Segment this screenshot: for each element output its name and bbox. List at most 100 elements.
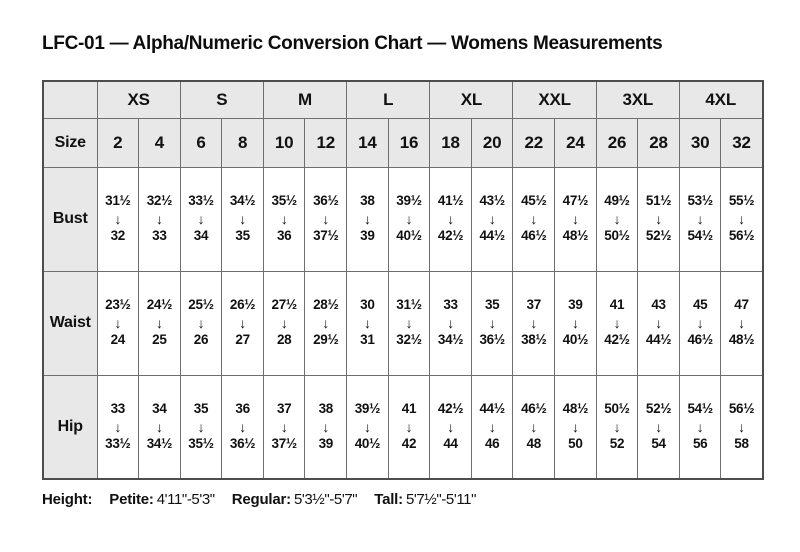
bust-size-26: 49½ ↓ 50½ xyxy=(595,166,639,272)
waist-to: 29½ xyxy=(313,332,339,348)
bust-to: 44½ xyxy=(479,228,505,244)
down-arrow-icon: ↓ xyxy=(530,418,538,435)
waist-size-26: 41 ↓ 42½ xyxy=(595,270,639,376)
down-arrow-icon: ↓ xyxy=(613,210,621,227)
down-arrow-icon: ↓ xyxy=(572,314,579,331)
height-note: Height: Petite: 4'11"-5'3" Regular: 5'3½"-5'… xyxy=(42,491,476,508)
bust-to: 32 xyxy=(110,228,126,244)
waist-from: 28½ xyxy=(313,297,339,313)
hip-to: 56 xyxy=(692,435,708,451)
hip-from: 39½ xyxy=(354,400,381,416)
hip-from: 38 xyxy=(318,400,334,416)
size-30: 30 xyxy=(678,117,722,168)
bust-size-32: 55½ ↓ 56½ xyxy=(720,166,764,272)
bust-size-10: 35½ ↓ 36 xyxy=(262,166,306,272)
bust-from: 38 xyxy=(360,193,375,209)
down-arrow-icon: ↓ xyxy=(364,314,371,331)
size-6: 6 xyxy=(179,117,223,168)
bust-size-18: 41½ ↓ 42½ xyxy=(429,166,472,272)
hip-from: 34 xyxy=(152,400,167,416)
down-arrow-icon: ↓ xyxy=(572,210,579,227)
waist-from: 30 xyxy=(360,297,375,313)
hip-label: Hip xyxy=(42,374,98,480)
waist-to: 46½ xyxy=(687,332,713,348)
down-arrow-icon: ↓ xyxy=(197,314,205,331)
waist-to: 44½ xyxy=(645,332,672,348)
down-arrow-icon: ↓ xyxy=(530,314,538,331)
hip-size-2: 33 ↓ 33½ xyxy=(96,374,140,480)
hip-from: 54½ xyxy=(687,400,713,416)
regular-label: Regular: xyxy=(231,491,291,508)
bust-to: 42½ xyxy=(437,228,464,244)
bust-size-24: 47½ ↓ 48½ xyxy=(554,166,597,272)
down-arrow-icon: ↓ xyxy=(322,418,330,435)
size-20: 20 xyxy=(470,117,514,168)
bust-to: 37½ xyxy=(313,228,339,244)
waist-to: 48½ xyxy=(728,332,755,348)
waist-size-2: 23½ ↓ 24 xyxy=(96,270,140,376)
size-28: 28 xyxy=(637,117,680,168)
down-arrow-icon: ↓ xyxy=(280,418,288,435)
waist-size-8: 26½ ↓ 27 xyxy=(221,270,264,376)
bust-size-14: 38 ↓ 39 xyxy=(346,166,389,272)
waist-to: 36½ xyxy=(479,332,505,348)
waist-size-18: 33 ↓ 34½ xyxy=(429,270,472,376)
waist-to: 27 xyxy=(235,332,250,348)
hip-from: 46½ xyxy=(521,400,547,416)
alpha-size-3xl: 3XL xyxy=(595,80,680,119)
hip-to: 36½ xyxy=(229,435,256,451)
alpha-size-xxl: XXL xyxy=(512,80,597,119)
waist-to: 26 xyxy=(193,332,209,348)
hip-from: 50½ xyxy=(604,400,630,416)
numeric-size-row: Size 2 4 6 8 10 12 14 16 18 20 22 24 26 28 30 32 xyxy=(42,117,764,168)
hip-to: 34½ xyxy=(146,435,173,451)
down-arrow-icon: ↓ xyxy=(488,418,496,435)
hip-to: 44 xyxy=(443,435,458,451)
waist-to: 42½ xyxy=(604,332,630,348)
down-arrow-icon: ↓ xyxy=(405,210,413,227)
regular-value: 5'3½"-5'7" xyxy=(293,491,358,508)
waist-from: 26½ xyxy=(229,297,256,313)
tall-value: 5'7½"-5'11" xyxy=(405,491,477,508)
waist-from: 45 xyxy=(692,297,708,313)
tall-label: Tall: xyxy=(374,491,403,508)
bust-row: Bust 31½ ↓ 32 32½ ↓ 33 33½ ↓ 34 34½ ↓ 35 35½ ↓ 36 36½ ↓ 37… xyxy=(42,166,764,272)
waist-from: 35 xyxy=(484,297,500,313)
hip-from: 33 xyxy=(110,400,126,416)
down-arrow-icon: ↓ xyxy=(447,418,454,435)
bust-from: 51½ xyxy=(645,193,672,209)
hip-size-28: 52½ ↓ 54 xyxy=(637,374,680,480)
page-title: LFC-01 — Alpha/Numeric Conversion Chart … xyxy=(42,33,663,54)
waist-from: 47 xyxy=(734,297,749,313)
hip-size-22: 46½ ↓ 48 xyxy=(512,374,556,480)
hip-to: 35½ xyxy=(188,435,214,451)
down-arrow-icon: ↓ xyxy=(447,314,454,331)
hip-to: 46 xyxy=(484,435,500,451)
waist-from: 25½ xyxy=(188,297,214,313)
down-arrow-icon: ↓ xyxy=(613,418,621,435)
waist-size-12: 28½ ↓ 29½ xyxy=(304,270,348,376)
bust-to: 54½ xyxy=(687,228,713,244)
down-arrow-icon: ↓ xyxy=(738,210,745,227)
alpha-size-4xl: 4XL xyxy=(678,80,764,119)
bust-to: 48½ xyxy=(562,228,589,244)
corner-cell xyxy=(42,80,98,119)
alpha-size-row: XS S M L XL XXL 3XL 4XL xyxy=(42,80,764,119)
hip-from: 48½ xyxy=(562,400,589,416)
bust-from: 32½ xyxy=(146,193,173,209)
size-row-label: Size xyxy=(42,117,98,168)
height-tall: Tall: 5'7½"-5'11" xyxy=(374,491,476,508)
hip-to: 50 xyxy=(568,435,583,451)
waist-to: 38½ xyxy=(521,332,547,348)
down-arrow-icon: ↓ xyxy=(239,210,246,227)
down-arrow-icon: ↓ xyxy=(114,314,122,331)
bust-to: 33 xyxy=(152,228,167,244)
bust-to: 50½ xyxy=(604,228,630,244)
down-arrow-icon: ↓ xyxy=(197,418,205,435)
down-arrow-icon: ↓ xyxy=(655,210,662,227)
down-arrow-icon: ↓ xyxy=(280,314,288,331)
hip-size-32: 56½ ↓ 58 xyxy=(720,374,764,480)
waist-size-28: 43 ↓ 44½ xyxy=(637,270,680,376)
down-arrow-icon: ↓ xyxy=(156,418,163,435)
down-arrow-icon: ↓ xyxy=(364,210,371,227)
